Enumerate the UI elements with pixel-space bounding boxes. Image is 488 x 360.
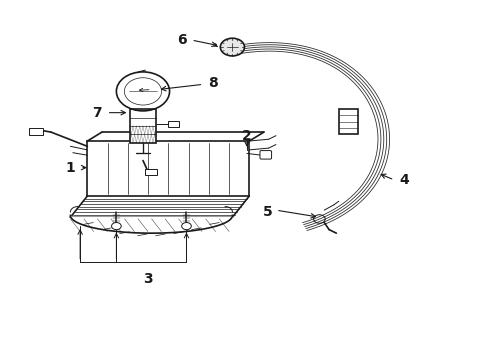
Polygon shape bbox=[70, 215, 232, 233]
Text: 8: 8 bbox=[208, 76, 218, 90]
Polygon shape bbox=[70, 217, 232, 233]
Text: 6: 6 bbox=[177, 33, 186, 47]
Bar bbox=[29, 128, 43, 135]
Circle shape bbox=[220, 38, 244, 56]
Text: 7: 7 bbox=[92, 105, 102, 120]
Bar bbox=[339, 109, 357, 134]
Text: 1: 1 bbox=[65, 161, 75, 175]
FancyBboxPatch shape bbox=[260, 150, 271, 159]
Bar bbox=[145, 169, 157, 175]
Circle shape bbox=[181, 222, 191, 230]
Text: 3: 3 bbox=[142, 272, 152, 286]
Text: 2: 2 bbox=[242, 129, 251, 143]
Bar bbox=[129, 109, 156, 143]
Text: 5: 5 bbox=[262, 205, 272, 219]
Bar bbox=[168, 121, 179, 127]
Text: 4: 4 bbox=[398, 173, 408, 187]
Circle shape bbox=[111, 222, 121, 230]
